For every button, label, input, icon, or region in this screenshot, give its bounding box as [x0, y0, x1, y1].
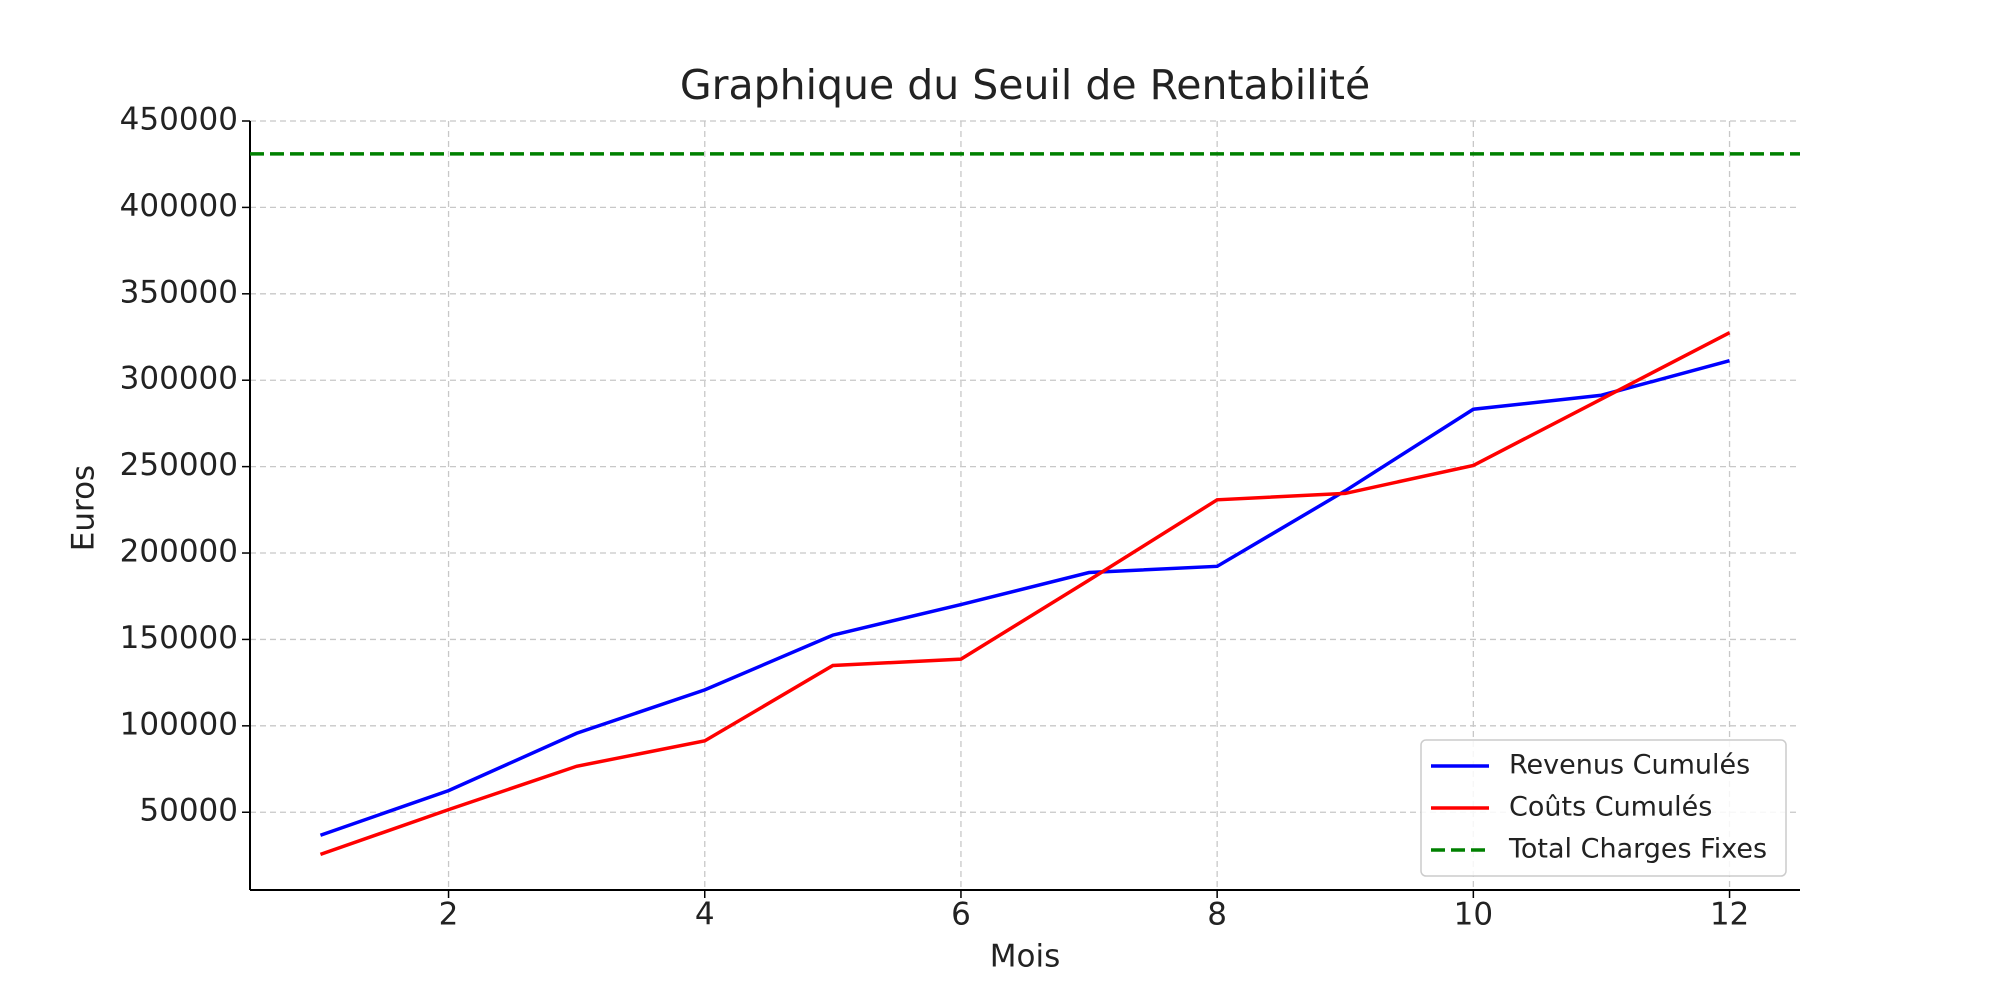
y-tick-label: 400000	[120, 188, 238, 224]
x-tick-label: 2	[439, 897, 459, 933]
data-line	[319, 331, 1731, 857]
y-axis-label: Euros	[66, 465, 102, 551]
y-tick-label: 100000	[120, 706, 238, 742]
legend: Revenus Cumulés Coûts Cumulés Total Charge…	[1420, 739, 1787, 877]
chart-title: Graphique du Seuil de Rentabilité	[680, 61, 1370, 109]
data-line	[319, 358, 1731, 837]
legend-label: Coûts Cumulés	[1509, 792, 1712, 823]
x-axis-label: Mois	[990, 939, 1060, 975]
y-tick-label: 300000	[120, 361, 238, 397]
y-tick-label: 50000	[139, 793, 238, 829]
legend-label: Total Charges Fixes	[1508, 834, 1767, 865]
legend-label: Revenus Cumulés	[1509, 750, 1750, 781]
y-tick-label: 150000	[120, 620, 238, 656]
y-tick-label: 450000	[120, 102, 238, 138]
x-tick-label: 6	[951, 897, 971, 933]
x-tick-label: 8	[1207, 897, 1227, 933]
y-tick-label: 350000	[120, 274, 238, 310]
x-tick-label: 4	[695, 897, 715, 933]
y-tick-label: 200000	[120, 534, 238, 570]
x-tick-label: 10	[1454, 897, 1493, 933]
x-tick-label: 12	[1710, 897, 1749, 933]
y-tick-label: 250000	[120, 447, 238, 483]
legend-box	[1420, 739, 1787, 877]
